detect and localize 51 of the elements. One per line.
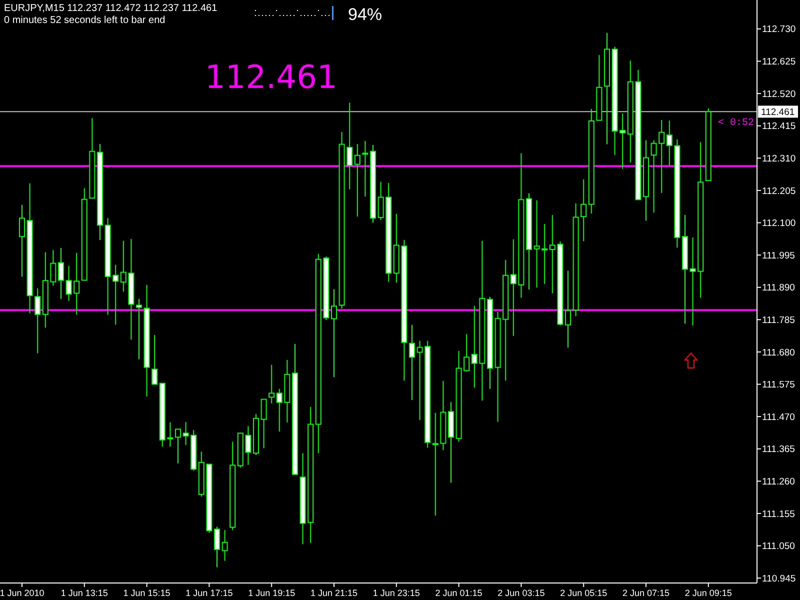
y-tick-label: 111.890 xyxy=(762,282,795,294)
x-tick-label: 2 Jun 05:15 xyxy=(560,588,608,598)
y-tick-label: 111.050 xyxy=(762,541,795,552)
x-tick-label: 2 Jun 09:15 xyxy=(684,588,732,598)
x-tick-label: 1 Jun 23:15 xyxy=(372,588,420,598)
candlestick xyxy=(362,140,368,198)
candlestick xyxy=(175,428,181,464)
y-tick-label: 112.100 xyxy=(762,218,796,230)
x-tick-label: 2 Jun 03:15 xyxy=(498,588,545,598)
x-tick-label: 1 Jun 13:15 xyxy=(60,588,108,598)
annotation: 94% xyxy=(348,5,382,24)
y-tick-label: 112.205 xyxy=(762,186,796,197)
candlestick xyxy=(214,526,220,568)
candlestick xyxy=(268,364,275,404)
chart-title: EURJPY,M15 112.237 112.472 112.237 112.461 xyxy=(4,3,218,14)
y-tick-label: 111.995 xyxy=(762,250,795,262)
x-tick-label: 1 Jun 19:15 xyxy=(248,588,296,598)
text: < 0:52 xyxy=(718,118,754,129)
y-tick-label: 111.260 xyxy=(762,476,795,488)
candlestick xyxy=(152,334,158,385)
candlestick xyxy=(331,288,337,378)
y-tick-label: 111.680 xyxy=(762,347,795,358)
candlestick xyxy=(565,270,571,348)
candlestick xyxy=(222,530,228,562)
y-tick-label: 110.945 xyxy=(762,573,796,584)
candlestick xyxy=(409,324,415,400)
y-tick-label: 111.785 xyxy=(762,314,795,326)
annotation: 112.461 xyxy=(205,58,338,96)
y-tick-label: 111.155 xyxy=(762,508,795,520)
ref-line-label: 112.461 xyxy=(761,107,795,118)
candlestick xyxy=(136,298,142,360)
y-tick-label: 111.575 xyxy=(762,380,795,391)
x-tick-label: 1 Jun 2010 xyxy=(0,588,44,598)
y-tick-label: 112.310 xyxy=(762,153,796,164)
text: 0 minutes 52 seconds left to bar end xyxy=(4,15,166,26)
candlestick xyxy=(34,288,41,354)
y-tick-label: 112.625 xyxy=(762,56,796,68)
y-tick-label: 111.470 xyxy=(762,412,795,423)
x-tick-label: 2 Jun 07:15 xyxy=(622,588,670,598)
candlestick xyxy=(19,204,25,278)
x-tick-label: 1 Jun 21:15 xyxy=(310,588,358,598)
candlestick xyxy=(58,247,64,300)
candlestick xyxy=(260,398,267,449)
x-tick-label: 1 Jun 17:15 xyxy=(186,588,233,598)
candlestick xyxy=(354,143,360,218)
y-tick-label: 112.730 xyxy=(762,24,796,36)
x-tick-label: 1 Jun 15:15 xyxy=(123,588,170,598)
y-tick-label: 111.365 xyxy=(762,444,795,456)
y-tick-label: 112.520 xyxy=(762,88,796,100)
y-tick-label: 112.415 xyxy=(762,121,796,132)
x-tick-label: 2 Jun 01:15 xyxy=(435,588,482,598)
